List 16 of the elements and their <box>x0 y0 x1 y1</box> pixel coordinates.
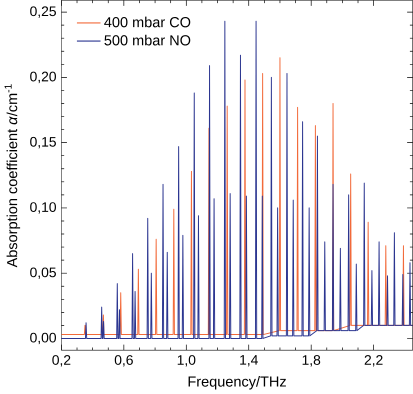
y-tick-label: 0,20 <box>30 72 56 84</box>
y-tick-label: 0,25 <box>30 6 56 18</box>
y-axis-title: Absorption coefficient α/cm$^{-1}$ <box>4 84 20 268</box>
x-tick-label: 1,8 <box>302 355 320 366</box>
x-tick-label: 1,0 <box>178 355 196 366</box>
x-tick-label: 1,4 <box>240 355 258 366</box>
y-tick-label: 0,00 <box>30 332 56 344</box>
legend-label: 400 mbar CO <box>104 16 190 28</box>
y-tick-label: 0,10 <box>30 202 56 214</box>
y-tick-label: 0,15 <box>30 136 56 148</box>
legend-label: 500 mbar NO <box>104 34 190 46</box>
x-tick-label: 0,6 <box>114 355 133 366</box>
x-tick-label: 0,2 <box>52 355 70 366</box>
x-axis-title: Frequency/THz <box>188 376 286 390</box>
y-tick-label: 0,05 <box>30 267 56 279</box>
x-tick-label: 2,2 <box>364 355 383 366</box>
